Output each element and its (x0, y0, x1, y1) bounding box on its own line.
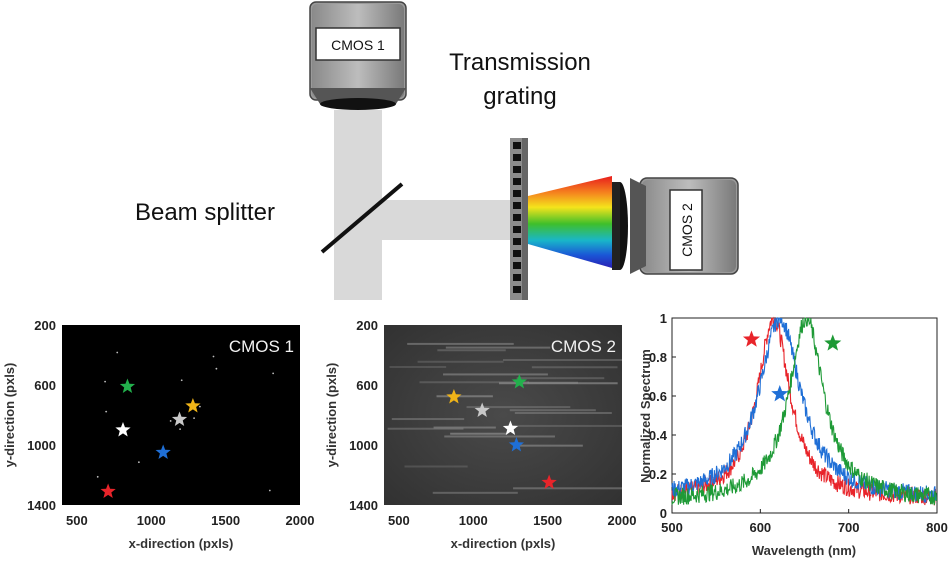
cmos2-x-tick-label: 500 (388, 513, 410, 528)
spectrum-chart: 500 600 700 800 0 0.2 0.4 0.6 0.8 1 Wavelength (… (638, 311, 948, 558)
vertical-beam (334, 110, 382, 300)
dispersed-spectrum (528, 176, 612, 268)
cmos2-star-point-3 (502, 420, 519, 435)
cmos1-y-axis-title: y-direction (pxls) (2, 363, 17, 468)
cmos1-star-point-1 (185, 398, 201, 413)
beam-splitter-label: Beam splitter (135, 199, 275, 226)
cmos2-y-axis-title: y-direction (pxls) (324, 363, 339, 468)
cmos1-y-tick-label: 1400 (27, 498, 56, 513)
spectrum-series-2 (671, 317, 938, 506)
spectrum-y-axis-title: Normalized Spectrum (638, 349, 653, 483)
cmos2-star-point-0 (511, 374, 527, 389)
cmos1-plot-area (62, 325, 300, 505)
grating-label-line1: Transmission (449, 49, 591, 76)
cmos1-x-tick-label: 500 (66, 513, 88, 528)
cmos1-x-tick-label: 1000 (137, 513, 166, 528)
cmos2-y-tick-label: 1400 (349, 498, 378, 513)
cmos2-y-tick-label: 600 (356, 378, 378, 393)
cmos1-camera-icon (309, 1, 407, 110)
cmos1-star-point-5 (100, 483, 116, 498)
cmos2-y-tick-label: 200 (356, 318, 378, 333)
spectrum-x-tick-label: 700 (838, 520, 860, 535)
cmos1-y-tick-label: 600 (34, 378, 56, 393)
cmos1-chart-title: CMOS 1 (229, 337, 294, 356)
spectrum-y-tick-label: 0.4 (649, 428, 668, 443)
cmos2-y-tick-label: 1000 (349, 438, 378, 453)
cmos2-chart-title: CMOS 2 (551, 337, 616, 356)
cmos1-camera-label: CMOS 1 (331, 37, 385, 53)
cmos2-camera-label: CMOS 2 (679, 203, 695, 257)
spectrum-star-marker-0 (742, 330, 761, 347)
horizontal-beam (382, 200, 510, 240)
grating-label-line2: grating (483, 83, 556, 110)
cmos1-y-tick-label: 200 (34, 318, 56, 333)
spectrum-x-tick-label: 500 (661, 520, 683, 535)
cmos2-star-point-5 (541, 474, 557, 489)
spectrum-x-tick-label: 800 (926, 520, 948, 535)
cmos2-plot-area (384, 325, 622, 505)
cmos2-x-axis-title: x-direction (pxls) (451, 536, 556, 551)
cmos1-y-tick-label: 1000 (27, 438, 56, 453)
cmos1-star-point-4 (155, 444, 171, 459)
optical-setup: CMOS 1 Transmission grating CMOS 2 Beam … (135, 1, 739, 300)
cmos2-star-point-1 (446, 389, 462, 404)
cmos1-star-point-2 (171, 411, 188, 426)
cmos1-x-axis-title: x-direction (pxls) (129, 536, 234, 551)
spectrum-star-marker-1 (771, 385, 789, 402)
spectrum-x-axis-title: Wavelength (nm) (752, 543, 856, 558)
spectrum-y-tick-label: 1 (660, 311, 667, 326)
cmos1-x-tick-label: 2000 (286, 513, 315, 528)
spectrum-y-tick-label: 0.2 (649, 467, 667, 482)
cmos2-star-point-2 (474, 402, 490, 417)
beam-splitter-icon (320, 182, 404, 254)
cmos2-camera-icon (612, 177, 739, 275)
cmos2-x-tick-label: 1000 (459, 513, 488, 528)
transmission-grating-icon (510, 138, 528, 300)
spectrum-y-tick-label: 0 (660, 506, 667, 521)
spectrum-y-tick-label: 0.6 (649, 389, 667, 404)
spectrum-y-tick-label: 0.8 (649, 350, 667, 365)
cmos1-star-point-0 (119, 378, 136, 393)
cmos2-star-point-4 (508, 437, 524, 452)
cmos2-x-tick-label: 1500 (533, 513, 562, 528)
spectrum-star-marker-2 (824, 334, 842, 351)
cmos1-star-point-3 (115, 422, 131, 437)
cmos2-image-chart: CMOS 2 500 1000 1500 2000 200 600 1000 1400 x-… (324, 318, 636, 551)
cmos1-image-chart: CMOS 1 500 1000 1500 2000 200 600 1000 1400 x-… (2, 318, 314, 551)
cmos1-x-tick-label: 1500 (211, 513, 240, 528)
spectrum-x-tick-label: 600 (749, 520, 771, 535)
cmos2-x-tick-label: 2000 (608, 513, 637, 528)
